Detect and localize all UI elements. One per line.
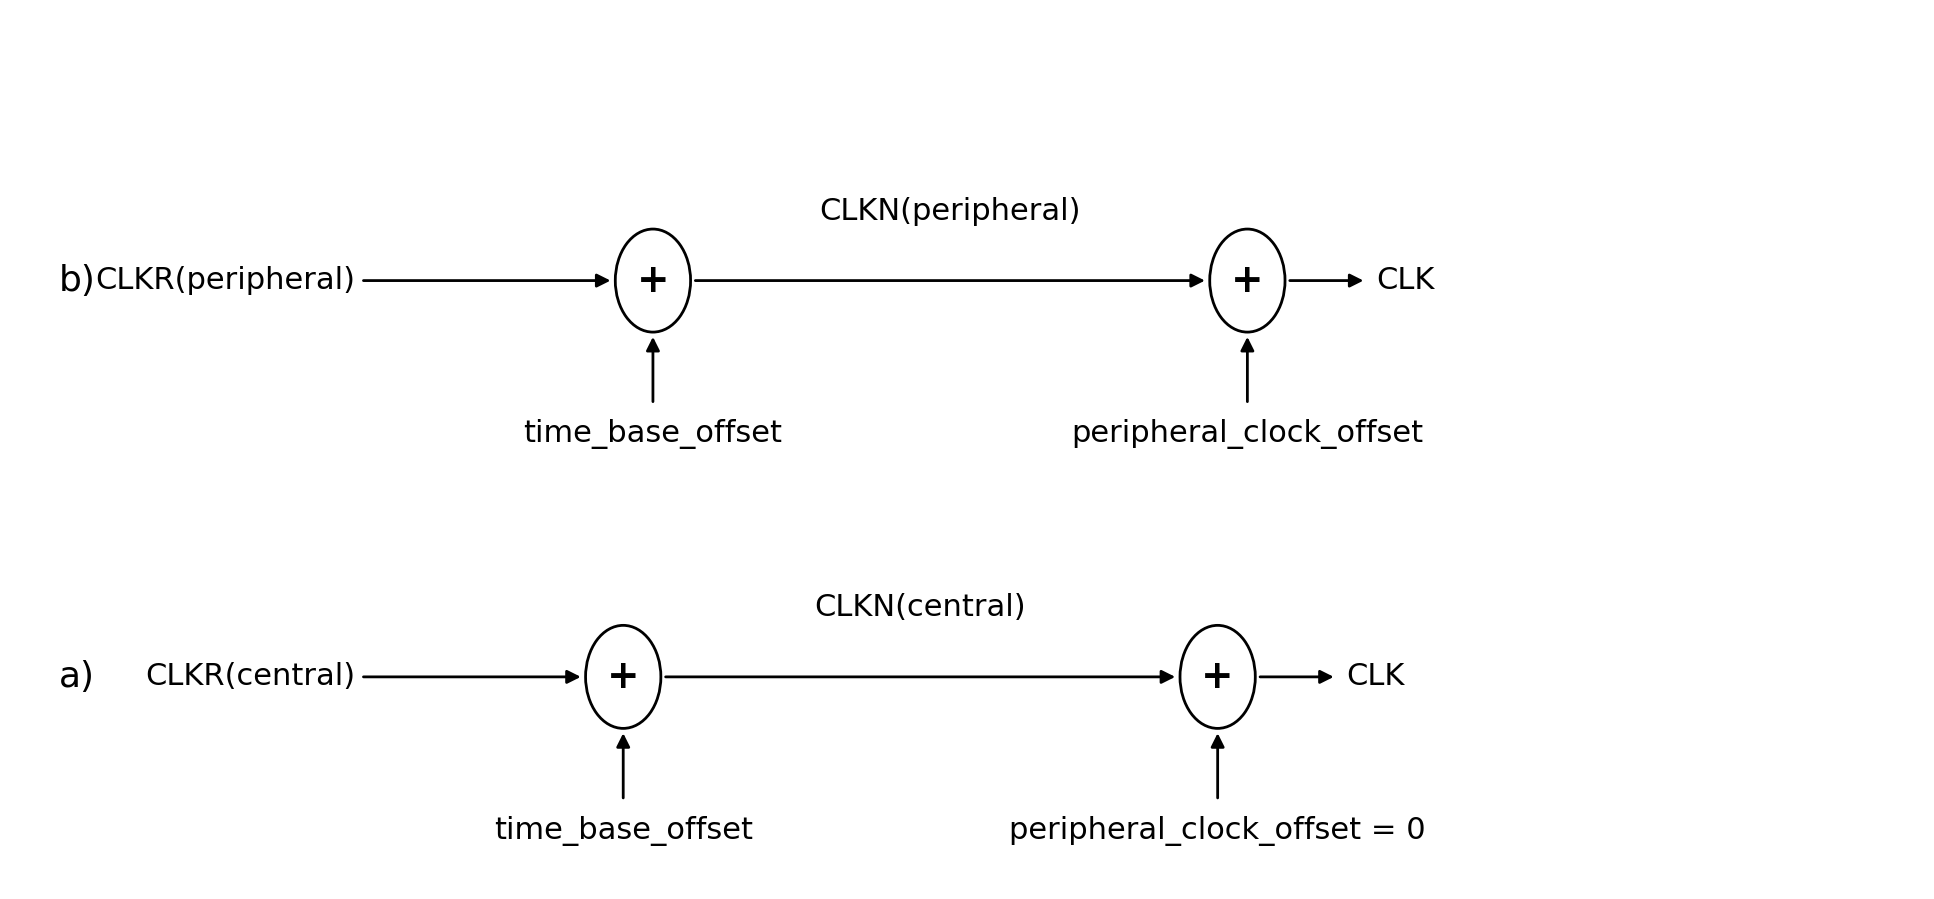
Text: CLK: CLK bbox=[1377, 266, 1435, 295]
Text: CLKR(peripheral): CLKR(peripheral) bbox=[95, 266, 356, 295]
Text: +: + bbox=[636, 262, 669, 299]
Text: peripheral_clock_offset: peripheral_clock_offset bbox=[1071, 419, 1423, 450]
Text: a): a) bbox=[58, 660, 95, 694]
Text: +: + bbox=[1201, 658, 1234, 696]
Text: time_base_offset: time_base_offset bbox=[524, 419, 783, 450]
Text: CLK: CLK bbox=[1346, 663, 1404, 691]
Text: CLKR(central): CLKR(central) bbox=[145, 663, 356, 691]
Text: +: + bbox=[607, 658, 640, 696]
Text: CLKN(peripheral): CLKN(peripheral) bbox=[820, 197, 1081, 226]
Text: +: + bbox=[1232, 262, 1263, 299]
Text: time_base_offset: time_base_offset bbox=[493, 815, 752, 846]
Text: b): b) bbox=[58, 263, 95, 298]
Text: peripheral_clock_offset = 0: peripheral_clock_offset = 0 bbox=[1010, 815, 1425, 846]
Text: CLKN(central): CLKN(central) bbox=[814, 593, 1027, 622]
